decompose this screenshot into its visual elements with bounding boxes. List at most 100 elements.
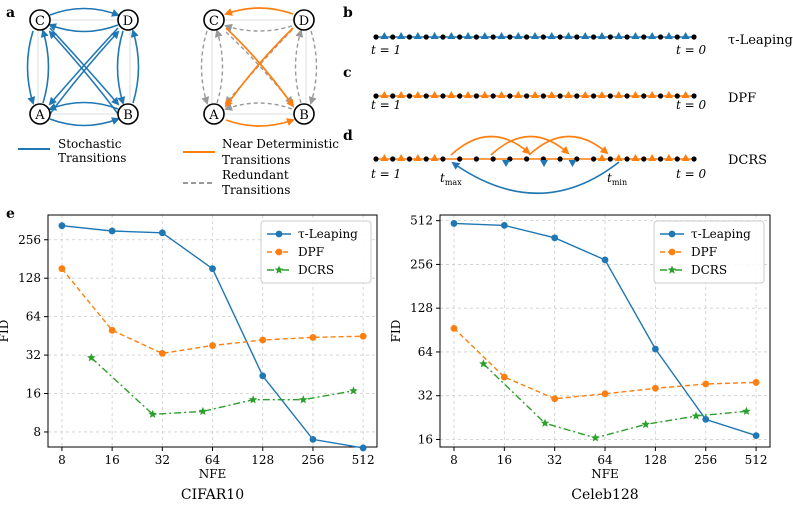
timeline-step-marker bbox=[648, 154, 657, 161]
y-tick-label: 16 bbox=[26, 387, 41, 401]
timeline-dot bbox=[624, 93, 630, 99]
timeline-dot bbox=[440, 93, 446, 99]
x-tick-label: 16 bbox=[104, 453, 119, 467]
timeline-step-marker bbox=[681, 91, 690, 98]
timeline-step-marker bbox=[564, 32, 573, 39]
legend-marker-dpf bbox=[275, 248, 283, 256]
chart-title: Celeb128 bbox=[571, 487, 638, 503]
data-point-dcrs bbox=[641, 419, 650, 429]
y-tick-label: 32 bbox=[26, 348, 41, 362]
panel-label-c: c bbox=[343, 65, 352, 81]
node-d bbox=[117, 9, 139, 31]
data-point-tau bbox=[158, 229, 166, 237]
timeline-dot bbox=[373, 34, 379, 40]
node-c-det bbox=[203, 9, 225, 31]
timeline-dot bbox=[607, 156, 613, 162]
timeline-step-marker bbox=[447, 91, 456, 98]
timeline-dot bbox=[607, 34, 613, 40]
data-point-dpf bbox=[702, 380, 710, 388]
chart-cifar10: 8 16 32 64 128 256 512 8 16 32 64 128 256 NFE FID CIFAR… bbox=[0, 214, 378, 503]
timeline-step-marker bbox=[531, 91, 539, 98]
chart-celeb128: 8 16 32 64 128 256 512 16 32 64 128 256 512 NFE FID Cel… bbox=[389, 214, 771, 503]
timeline-dot bbox=[373, 93, 379, 99]
data-point-tau bbox=[209, 265, 216, 273]
y-tick-label: 256 bbox=[410, 257, 433, 271]
timeline-dot bbox=[557, 34, 563, 40]
timeline-step-marker bbox=[514, 91, 523, 98]
data-point-tau bbox=[58, 222, 66, 230]
timeline-dot bbox=[607, 93, 613, 99]
tmax-t: t bbox=[440, 171, 445, 185]
timeline-step-marker bbox=[397, 91, 406, 98]
data-point-tau bbox=[651, 345, 659, 353]
t0-label-d: t = 0 bbox=[676, 167, 707, 181]
dcrs-jump-arrow bbox=[528, 135, 609, 156]
timeline-step-marker bbox=[664, 154, 673, 161]
timeline-step-marker bbox=[597, 32, 606, 39]
timeline-dot bbox=[423, 34, 429, 40]
node-c-label: C bbox=[35, 14, 45, 29]
timeline-dot bbox=[624, 156, 630, 162]
timeline-step-marker bbox=[581, 91, 590, 98]
timeline-dot bbox=[390, 34, 396, 40]
timeline-step-marker bbox=[413, 154, 422, 161]
timeline-step-marker bbox=[514, 32, 523, 39]
timeline-dot bbox=[406, 93, 413, 99]
timeline-dot bbox=[657, 34, 664, 40]
timeline-step-marker bbox=[597, 154, 606, 161]
timeline-step-marker bbox=[380, 32, 389, 39]
legend-marker-dcrs bbox=[667, 265, 677, 274]
timeline-dot bbox=[574, 34, 580, 40]
timelines bbox=[373, 32, 697, 195]
x-axis-label: NFE bbox=[591, 467, 619, 481]
legend-deterministic-1: Near Deterministic bbox=[222, 137, 339, 151]
legend-label-dpf: DPF bbox=[691, 245, 717, 259]
dcrs-jump-arrow bbox=[490, 135, 570, 156]
node-d-label: D bbox=[123, 14, 133, 29]
timeline-dot bbox=[641, 34, 647, 40]
dcrs-return-arrow bbox=[451, 161, 620, 195]
t0-label-b: t = 0 bbox=[676, 43, 707, 57]
timeline-step-marker bbox=[547, 32, 556, 39]
timeline-dot bbox=[490, 34, 496, 40]
data-point-dpf bbox=[651, 384, 659, 392]
legend-marker-dcrs bbox=[274, 265, 284, 274]
y-axis-label: FID bbox=[0, 320, 11, 343]
stochastic-graph: C D A B bbox=[26, 7, 140, 127]
data-point-dpf bbox=[108, 326, 116, 334]
legend-label-dcrs: DCRS bbox=[691, 263, 727, 277]
panel-label-b: b bbox=[343, 5, 353, 21]
x-tick-label: 8 bbox=[450, 453, 458, 467]
timeline-step-marker bbox=[497, 91, 506, 98]
timeline-dot bbox=[590, 93, 597, 99]
timeline-step-marker bbox=[464, 32, 473, 39]
timeline-step-marker bbox=[631, 32, 640, 39]
x-tick-label: 256 bbox=[694, 453, 717, 467]
data-point-tau bbox=[259, 372, 267, 380]
y-tick-label: 16 bbox=[418, 432, 433, 446]
data-point-dcrs bbox=[87, 353, 96, 362]
timeline-step-marker bbox=[581, 32, 590, 39]
data-point-dcrs bbox=[742, 406, 751, 415]
timeline-step-marker bbox=[380, 154, 389, 161]
timeline-dot bbox=[490, 156, 496, 162]
x-tick-label: 256 bbox=[301, 453, 324, 467]
timeline-dot bbox=[657, 156, 664, 162]
legend-stochastic-1: Stochastic bbox=[58, 137, 122, 151]
y-tick-label: 256 bbox=[18, 233, 41, 247]
x-tick-label: 32 bbox=[547, 453, 562, 467]
x-tick-label: 8 bbox=[58, 453, 66, 467]
timeline-step-marker bbox=[614, 91, 623, 98]
timeline-dot bbox=[390, 156, 396, 162]
timeline-dot bbox=[691, 34, 697, 40]
data-point-dpf bbox=[500, 373, 508, 381]
timeline-step-marker bbox=[531, 32, 539, 39]
node-a-label: A bbox=[34, 108, 45, 123]
x-axis-label: NFE bbox=[199, 467, 227, 481]
legend-marker-tau bbox=[668, 230, 676, 238]
legend-redundant-2: Transitions bbox=[222, 183, 290, 197]
data-point-dcrs bbox=[349, 386, 358, 395]
node-b-label: B bbox=[123, 108, 133, 123]
node-b-det bbox=[293, 103, 315, 125]
